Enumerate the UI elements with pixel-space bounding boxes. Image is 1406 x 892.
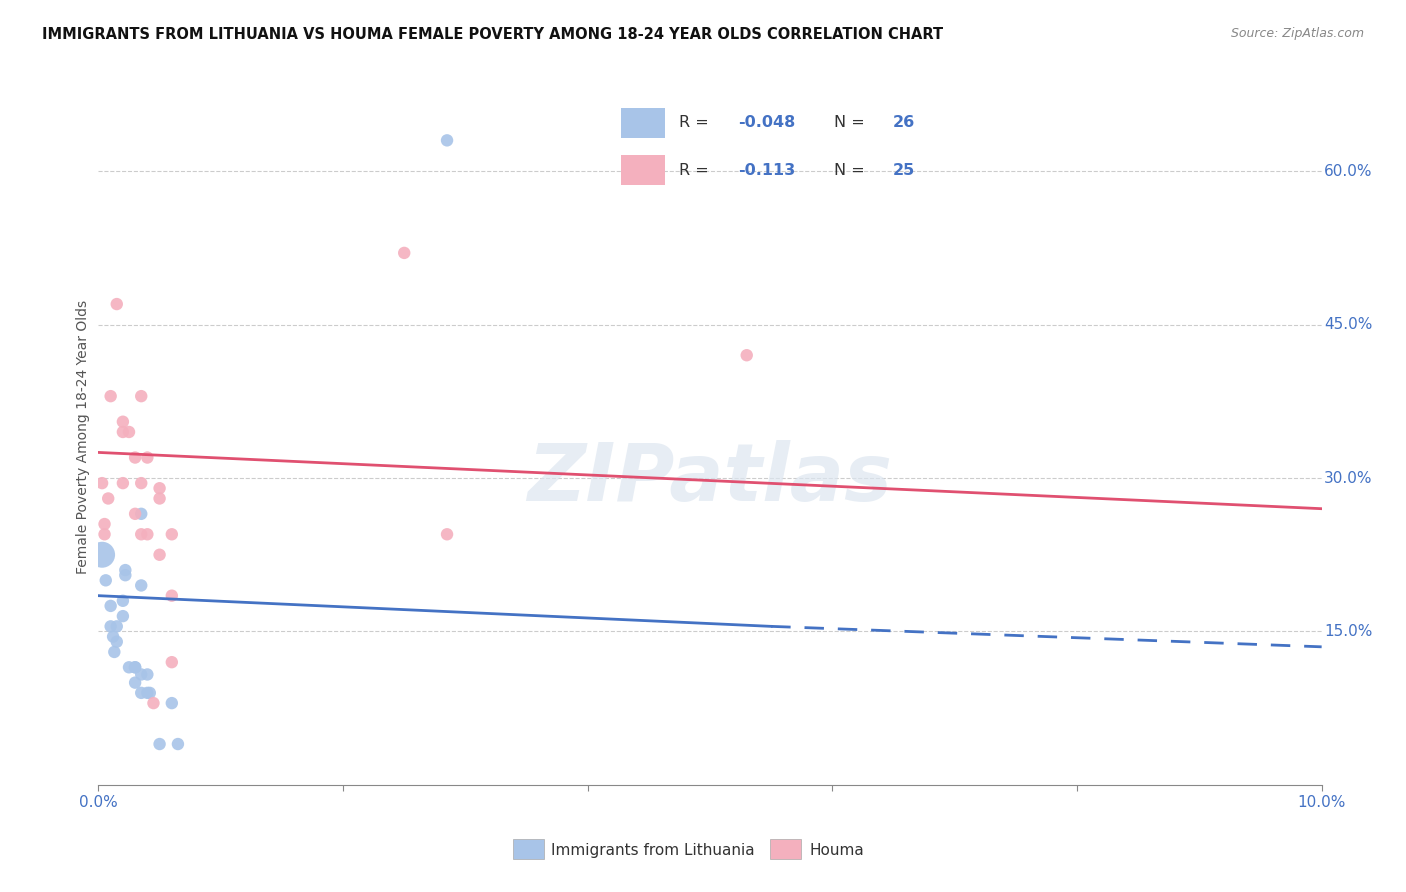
Point (111, 415, 134, 429)
Point (93, 527, 115, 541)
Text: 30.0%: 30.0% (1324, 470, 1372, 485)
Bar (620, 155, 665, 186)
Text: 15.0%: 15.0% (1324, 624, 1372, 639)
Point (93, 516, 115, 531)
Point (136, 450, 159, 465)
Text: 25: 25 (893, 163, 914, 178)
Point (114, 568, 136, 582)
Point (129, 507, 152, 521)
Point (101, 630, 124, 644)
Point (91, 476, 114, 491)
Point (124, 507, 146, 521)
Point (160, 655, 183, 669)
Point (160, 527, 183, 541)
Point (129, 686, 152, 700)
Point (111, 594, 134, 608)
Point (735, 348, 758, 362)
Text: R =: R = (679, 163, 720, 178)
Text: Immigrants from Lithuania: Immigrants from Lithuania (551, 843, 755, 857)
Point (111, 425, 134, 439)
Point (129, 667, 152, 681)
Point (149, 491, 172, 506)
Point (100, 389, 122, 403)
Y-axis label: Female Poverty Among 18-24 Year Olds: Female Poverty Among 18-24 Year Olds (76, 300, 90, 574)
Point (129, 527, 152, 541)
Point (94, 574, 117, 588)
Point (103, 645, 125, 659)
Point (124, 675, 146, 690)
Point (149, 481, 172, 495)
Point (100, 619, 122, 633)
Point (149, 548, 172, 562)
Point (100, 599, 122, 613)
Text: ZIPatlas: ZIPatlas (527, 440, 893, 518)
Bar (620, 108, 665, 138)
Point (105, 297, 128, 311)
Text: 45.0%: 45.0% (1324, 317, 1372, 332)
Point (97, 491, 120, 506)
Point (118, 660, 141, 674)
Point (160, 589, 183, 603)
Point (136, 686, 159, 700)
Point (118, 425, 141, 439)
Text: Source: ZipAtlas.com: Source: ZipAtlas.com (1230, 27, 1364, 40)
Point (436, 527, 458, 541)
Text: R =: R = (679, 115, 714, 130)
Point (392, 246, 416, 260)
Point (167, 737, 190, 751)
Point (105, 634, 128, 648)
Point (160, 696, 183, 710)
Text: -0.113: -0.113 (738, 163, 796, 178)
Point (436, 133, 458, 147)
Point (136, 527, 159, 541)
Text: -0.048: -0.048 (738, 115, 796, 130)
Point (114, 563, 136, 577)
Point (129, 476, 152, 491)
Point (149, 737, 172, 751)
Point (111, 609, 134, 624)
Text: 60.0%: 60.0% (1324, 163, 1372, 178)
Text: N =: N = (834, 115, 869, 130)
Text: IMMIGRANTS FROM LITHUANIA VS HOUMA FEMALE POVERTY AMONG 18-24 YEAR OLDS CORRELAT: IMMIGRANTS FROM LITHUANIA VS HOUMA FEMAL… (42, 27, 943, 42)
Point (129, 578, 152, 592)
Point (142, 696, 165, 710)
Point (124, 660, 146, 674)
Point (124, 660, 146, 674)
Point (136, 667, 159, 681)
Text: Houma: Houma (810, 843, 865, 857)
Point (111, 476, 134, 491)
Text: 26: 26 (893, 115, 914, 130)
Point (105, 619, 128, 633)
Point (124, 450, 146, 465)
Text: N =: N = (834, 163, 869, 178)
Point (91, 548, 114, 562)
Point (139, 686, 162, 700)
Point (129, 389, 152, 403)
